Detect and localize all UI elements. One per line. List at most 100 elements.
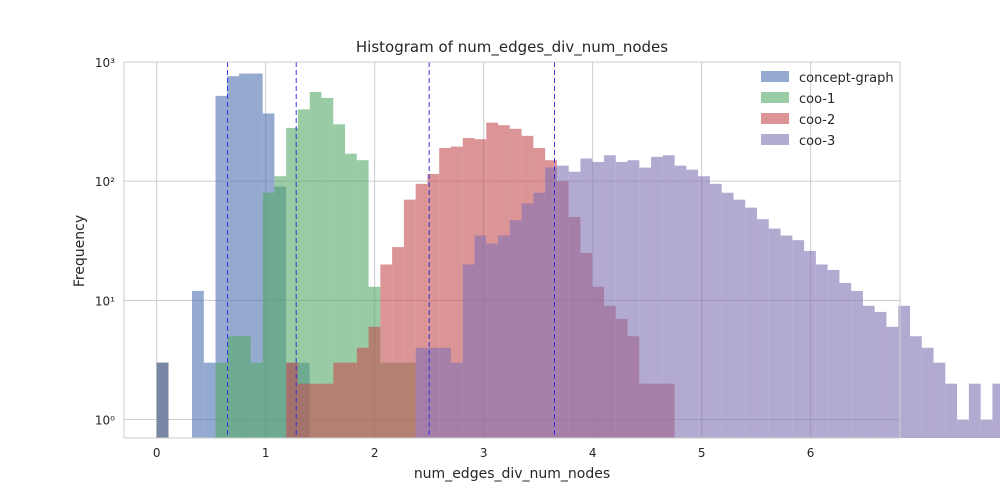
legend-swatch [761, 92, 789, 103]
mean-lines [227, 62, 556, 438]
histogram-bar [356, 347, 369, 438]
histogram-bar [498, 235, 510, 438]
histogram-bar [239, 73, 251, 439]
legend-swatch [761, 113, 789, 124]
histogram-bar [403, 199, 416, 438]
histogram-bar [662, 155, 675, 439]
histogram-bar [368, 326, 381, 438]
histogram-bar [297, 383, 310, 438]
histogram-bar [733, 199, 746, 438]
histogram-bar [415, 183, 428, 438]
histogram-bar [215, 362, 228, 438]
histogram-bar [427, 347, 440, 438]
histogram-bar [721, 192, 734, 438]
histogram-bar [380, 264, 393, 438]
histogram-bar [450, 146, 463, 438]
histogram-bar [686, 169, 699, 438]
histogram-bar [450, 362, 463, 438]
histogram-bar [827, 269, 840, 438]
histogram-bar [297, 109, 310, 439]
histogram-bar [651, 156, 663, 439]
histogram-bar [568, 171, 581, 438]
x-tick-label: 3 [480, 446, 488, 460]
x-tick-labels: 0 1 2 3 4 5 6 [153, 446, 815, 460]
histogram-bar [333, 362, 346, 438]
histogram-bar [309, 92, 322, 438]
histogram-bar [780, 235, 793, 438]
histogram-bar [392, 247, 404, 438]
histogram-bar [698, 176, 710, 438]
histogram-bar [957, 419, 969, 438]
y-axis-label: Frequency [72, 215, 88, 287]
histogram-bar [274, 176, 287, 438]
histogram-bar [227, 76, 240, 438]
histogram-bar [262, 192, 275, 438]
histogram-bar [757, 219, 769, 438]
histogram-bar [627, 160, 640, 439]
y-tick-label: 10⁰ [95, 414, 115, 428]
histogram-bar [968, 383, 981, 438]
legend-label: coo-1 [799, 92, 835, 107]
x-tick-label: 4 [589, 446, 597, 460]
x-tick-label: 6 [807, 446, 815, 460]
histogram-bar [345, 153, 357, 439]
histogram-bar [227, 336, 240, 438]
histogram-bar [639, 167, 652, 438]
histogram-bar [592, 161, 604, 438]
histogram-bar [933, 362, 946, 438]
histogram-bar [615, 161, 628, 438]
plot-frame [123, 61, 901, 439]
chart-title: Histogram of num_edges_div_num_nodes [356, 38, 668, 57]
histogram-bar [333, 124, 346, 438]
histogram-bar [286, 362, 298, 438]
x-tick-label: 5 [698, 446, 706, 460]
histogram-bar [945, 383, 958, 438]
histogram-bar [768, 228, 781, 438]
legend-swatch [761, 134, 789, 145]
legend-label: coo-2 [799, 113, 835, 128]
histogram-bar [203, 362, 216, 438]
histogram-bar [792, 240, 805, 438]
histogram-bar [921, 347, 934, 438]
legend-label: concept-graph [799, 71, 894, 86]
histogram-bar [215, 95, 228, 438]
histogram-bar [745, 207, 758, 438]
histogram-bar [415, 347, 428, 438]
series-coo-3-bars [156, 155, 1000, 439]
histogram-bars [156, 73, 1000, 439]
x-tick-label: 2 [371, 446, 379, 460]
histogram-bar [427, 173, 440, 438]
histogram-bar [345, 362, 357, 438]
y-tick-label: 10² [95, 175, 115, 189]
histogram-bar [156, 362, 169, 438]
histogram-bar [250, 73, 263, 439]
histogram-bar [815, 264, 828, 438]
histogram-bar [321, 97, 334, 438]
histogram-bar [533, 192, 546, 438]
histogram-bar [886, 326, 899, 438]
histogram-bar [556, 165, 569, 438]
x-tick-label: 1 [262, 446, 270, 460]
histogram-bar [874, 311, 887, 438]
histogram-bar [804, 250, 816, 438]
histogram-bar [439, 147, 451, 438]
histogram-bar [709, 183, 722, 438]
histogram-bar [674, 165, 687, 438]
histogram-bar [980, 419, 993, 438]
histogram-bar [192, 290, 204, 438]
histogram-bar [474, 235, 487, 438]
legend: concept-graph coo-1 coo-2 coo-3 [761, 71, 894, 149]
histogram-bar [851, 290, 863, 438]
histogram-bar [486, 243, 499, 438]
histogram-bar [239, 336, 251, 438]
histogram-bar [992, 383, 1000, 438]
histogram-bar [521, 203, 534, 438]
histogram-bar [862, 305, 875, 438]
histogram-bar [839, 282, 852, 438]
histogram-bar [356, 160, 369, 439]
legend-swatch [761, 71, 789, 82]
histogram-bar [898, 305, 911, 438]
y-tick-label: 10³ [95, 56, 115, 70]
histogram-bar [603, 155, 616, 439]
